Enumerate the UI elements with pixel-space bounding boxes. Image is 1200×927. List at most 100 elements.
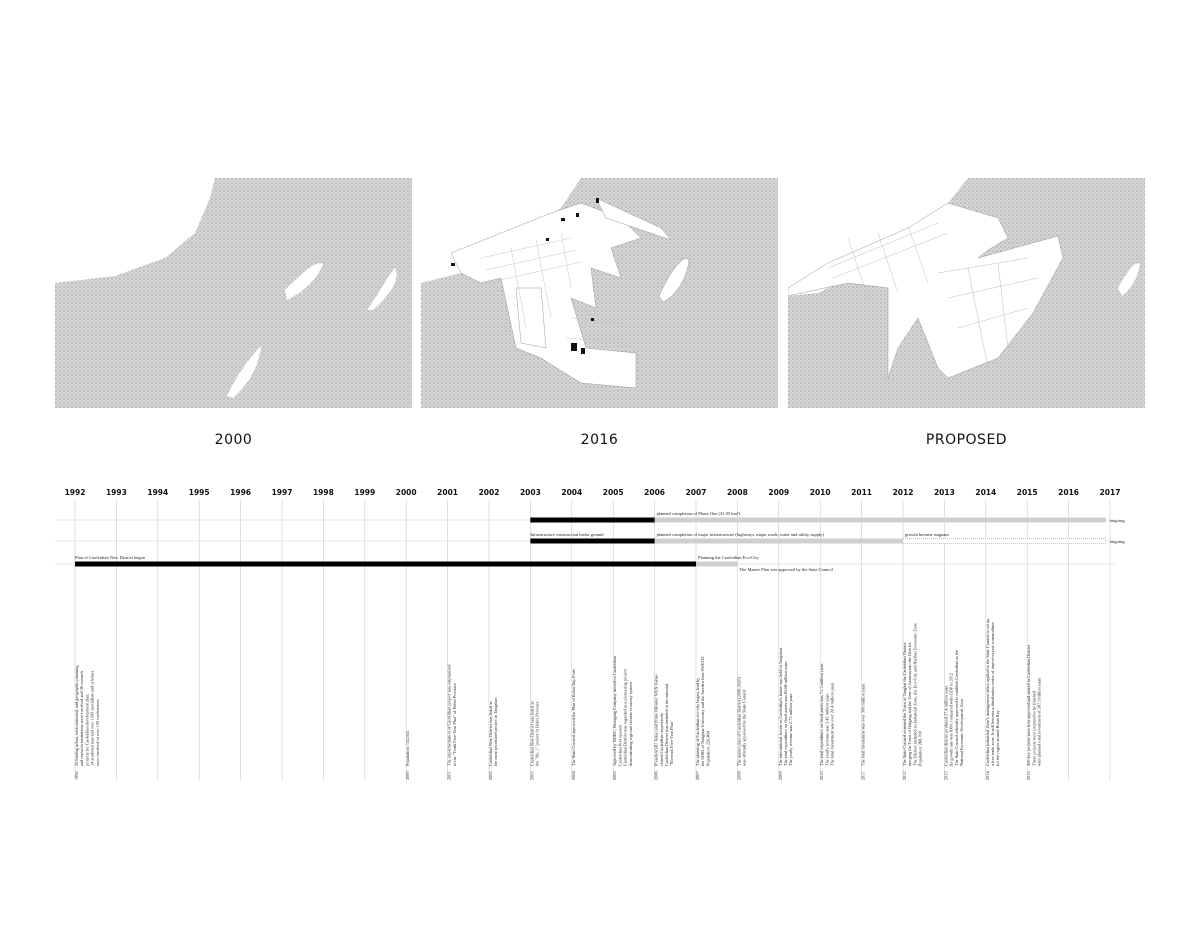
event-note-line: Caofeidian district produced 27.4 millio… bbox=[943, 685, 948, 766]
event-note-line: President HU Jintao and Prime Minister W… bbox=[654, 674, 659, 766]
island-shape bbox=[227, 346, 261, 398]
year-label: 1992 bbox=[65, 488, 86, 497]
island-shape bbox=[1118, 263, 1140, 296]
year-label: 2008 bbox=[727, 488, 748, 497]
bar-infrastructure-planned bbox=[654, 538, 1106, 544]
street-grid bbox=[480, 232, 632, 344]
year-label: 2012 bbox=[893, 488, 914, 497]
event-note-line: for the region around Bohai Bay bbox=[995, 709, 1000, 766]
event-note-line: The total investment was over 300 millio… bbox=[861, 683, 866, 766]
event-note-line: visited Caofeidian respectively bbox=[659, 712, 664, 766]
sea-area bbox=[421, 178, 778, 408]
event-note-line: projects for Caofeidian development plan… bbox=[84, 694, 89, 766]
event-note-line: Caofeidian District was included in the … bbox=[664, 683, 669, 766]
event-note: 2000 Population: 135,943 bbox=[405, 731, 411, 780]
bar-infrastructure-stagnant bbox=[902, 538, 1107, 544]
event-note-line: Population: 220,484 bbox=[705, 730, 711, 766]
event-note-line: The State Council approved the Plan of B… bbox=[571, 669, 576, 766]
event-note-line: was officially approved by the State Cou… bbox=[742, 689, 747, 766]
event-note-line: a free trade zone. It will become a dist… bbox=[990, 622, 995, 766]
event-note: 2014 Caofeidian Industrial Zone's managem… bbox=[985, 619, 1000, 780]
event-note-year: 2000 bbox=[405, 771, 410, 780]
sea-area bbox=[55, 178, 412, 408]
event-note: 2011 The total investment was over 300 mi… bbox=[861, 683, 866, 780]
year-label: 2011 bbox=[851, 488, 872, 497]
event-note-line: The State Council renamed the Town of Ta… bbox=[902, 642, 907, 766]
year-label: 2010 bbox=[810, 488, 831, 497]
year-label: 2014 bbox=[975, 488, 996, 497]
event-note: 2007 The planning of Caofeidian eco-city … bbox=[695, 656, 711, 780]
event-note: 2004 The State Council approved the Plan … bbox=[571, 669, 576, 780]
year-label: 2016 bbox=[1058, 488, 1079, 497]
event-note-line: were involved in over 100 conferences bbox=[95, 699, 100, 766]
event-note-year: 2005 bbox=[612, 771, 617, 780]
event-note-line: and research institutions were involved … bbox=[79, 670, 84, 766]
bar-end-label: ongoing bbox=[1110, 539, 1126, 544]
event-note-line: with planned total investment of 267.3 b… bbox=[1037, 677, 1042, 766]
year-label: 1995 bbox=[189, 488, 210, 497]
event-note-line: the "No. 1" project in Hebei Province bbox=[535, 701, 540, 766]
event-note-line: Its growth rate was 8.6% compared with G… bbox=[949, 673, 954, 766]
reclaimed-land bbox=[788, 202, 1064, 379]
year-label: 1993 bbox=[106, 488, 127, 497]
event-note-line: The yearly revenue was 2.73 million yuan bbox=[788, 693, 793, 766]
event-note: 2002 Caofeidian New District was listed a… bbox=[488, 697, 498, 780]
bar-phase-one bbox=[530, 517, 655, 523]
event-note-line: demonstrating regional circular economy … bbox=[628, 682, 633, 766]
year-label: 2004 bbox=[561, 488, 582, 497]
island-shape bbox=[367, 268, 397, 310]
event-note-line: These projects were prepared to be finis… bbox=[1031, 690, 1036, 766]
event-note-year: 2003 bbox=[529, 771, 534, 780]
event-note-line: The State Council officially approved to… bbox=[954, 650, 959, 766]
event-note: 2012 The State Council renamed the Town o… bbox=[902, 623, 924, 780]
bar-start-label: Plan of Caofeidian New District began bbox=[75, 555, 146, 560]
event-note-year: 2008 bbox=[736, 771, 741, 780]
year-label: 2002 bbox=[479, 488, 500, 497]
year-label: 2009 bbox=[768, 488, 789, 497]
bar-after-label: planned completion of major infrastructu… bbox=[657, 532, 825, 538]
bar-after-label-2: The Master Plan was approved by the Stat… bbox=[739, 567, 833, 572]
event-note-line: Population: 268,700 bbox=[918, 731, 924, 766]
event-note-year: 2010 bbox=[819, 771, 824, 780]
event-note: 2008 The master plan of Caofeidian Distri… bbox=[736, 677, 746, 780]
event-note: 2001 The implementation of Caofeidian pro… bbox=[447, 664, 457, 780]
event-note-line: Population: 135,943 bbox=[405, 731, 411, 766]
event-note-year: 2012 bbox=[902, 771, 907, 780]
event-note: 2006 President HU Jintao and Prime Minist… bbox=[654, 674, 675, 780]
pier-shape bbox=[595, 197, 672, 241]
bar-plan bbox=[75, 561, 696, 567]
bar-after-label: planned completion of Phase One (31.95 k… bbox=[657, 511, 741, 516]
event-note-year: 2011 bbox=[861, 772, 866, 780]
event-note-line: The total expenditure on fixed assets wa… bbox=[819, 663, 824, 766]
event-note-line: The total investment was over 20.4 milli… bbox=[830, 682, 835, 766]
bar-infrastructure bbox=[530, 538, 655, 544]
event-note-year: 2013 bbox=[943, 771, 948, 780]
island-shape bbox=[285, 263, 323, 300]
bar-end-label: ongoing bbox=[1110, 518, 1126, 523]
year-label: 2003 bbox=[520, 488, 541, 497]
event-note-line: Caofeidian New District was listed as bbox=[529, 701, 534, 766]
event-note: 2010 The total expenditure on fixed asset… bbox=[819, 663, 834, 780]
event-note-line: The implementation of Caofeidian project… bbox=[447, 664, 452, 766]
event-note-year: 2004 bbox=[571, 771, 576, 780]
year-label: 2001 bbox=[437, 488, 458, 497]
event-note: 1992 20 leading urban, environmental, and… bbox=[74, 665, 100, 780]
event-note-line: Approved by NDRC, Shougang Company moved… bbox=[612, 655, 618, 766]
event-note-year: 2015 bbox=[1026, 771, 1031, 780]
stagnant-label: growth became stagnant bbox=[905, 532, 949, 537]
event-note-line: Caofeidian District was regarded as a pi… bbox=[623, 668, 628, 766]
map-label-2000: 2000 bbox=[214, 432, 253, 448]
event-note-line: National Economic Development Zone bbox=[959, 698, 964, 766]
island-shape bbox=[658, 258, 690, 303]
event-note-line: Caofeidian New District was listed as bbox=[488, 701, 493, 766]
year-label: 2000 bbox=[396, 488, 417, 497]
event-note: 2013 Caofeidian district produced 27.4 mi… bbox=[943, 650, 964, 780]
event-note-year: 2007 bbox=[695, 771, 700, 780]
event-note-line: The yearly revenue was 3.45 million yuan bbox=[824, 693, 829, 766]
event-note: 2005 Approved by NDRC, Shougang Company m… bbox=[612, 655, 633, 780]
year-label: 2006 bbox=[644, 488, 665, 497]
year-label: 2005 bbox=[603, 488, 624, 497]
map-2016 bbox=[421, 178, 778, 408]
event-note-year: 2009 bbox=[778, 771, 783, 780]
